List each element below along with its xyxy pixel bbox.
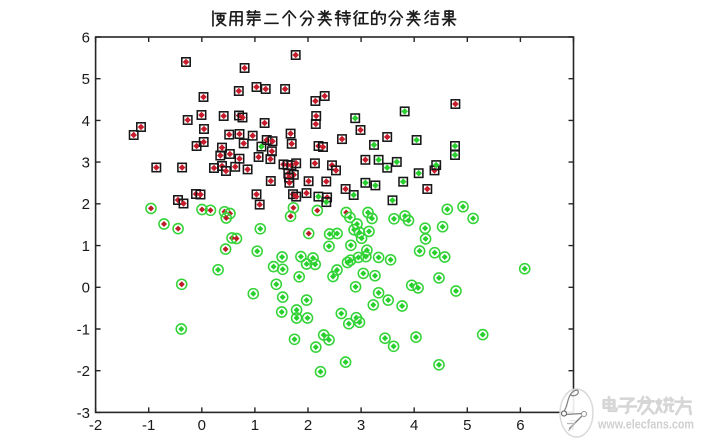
svg-text:2: 2: [304, 417, 312, 434]
svg-text:6: 6: [516, 417, 524, 434]
svg-text:4: 4: [410, 417, 418, 434]
svg-text:4: 4: [82, 113, 90, 130]
svg-text:-2: -2: [89, 417, 102, 434]
svg-text:2: 2: [82, 196, 90, 213]
svg-text:-2: -2: [77, 363, 90, 380]
svg-text:3: 3: [357, 417, 365, 434]
svg-text:-1: -1: [77, 321, 90, 338]
svg-text:0: 0: [198, 417, 206, 434]
svg-text:3: 3: [82, 155, 90, 172]
svg-text:5: 5: [463, 417, 471, 434]
svg-text:-1: -1: [142, 417, 155, 434]
svg-text:1: 1: [251, 417, 259, 434]
svg-text:www.elecfans.com: www.elecfans.com: [597, 418, 694, 432]
svg-text:-3: -3: [77, 405, 90, 422]
svg-text:5: 5: [82, 71, 90, 88]
svg-text:6: 6: [82, 29, 90, 46]
svg-text:0: 0: [82, 280, 90, 297]
svg-text:1: 1: [82, 238, 90, 255]
